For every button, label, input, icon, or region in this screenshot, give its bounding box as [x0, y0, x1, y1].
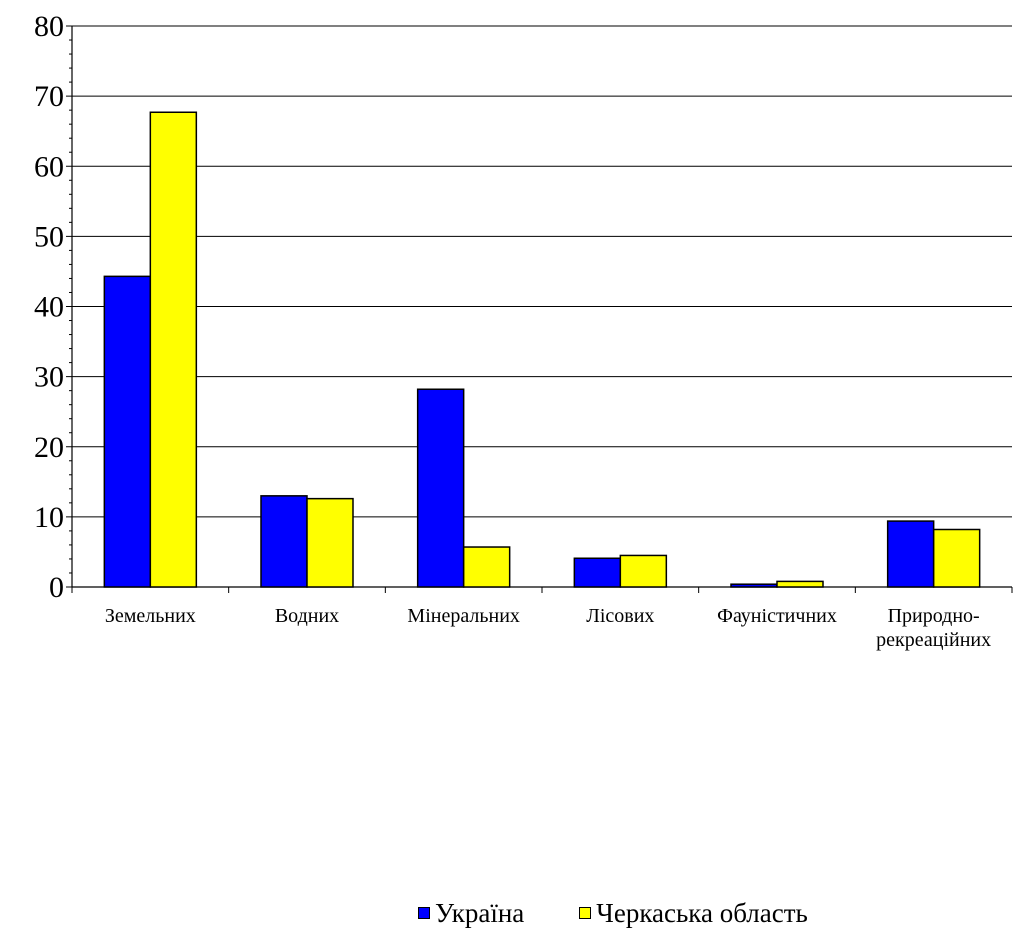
x-tick-label: Лісових [586, 605, 654, 627]
y-tick-label: 60 [34, 150, 64, 183]
y-tick-label: 80 [34, 10, 64, 43]
y-tick-label: 10 [34, 501, 64, 534]
bar-cherkasy-1 [306, 497, 354, 588]
y-tick-label: 50 [34, 220, 64, 253]
bar-cherkasy-2 [462, 546, 511, 588]
legend-label-ukraine: Україна [435, 897, 525, 928]
bar-ukraine-0 [103, 275, 152, 588]
y-axis: 0 10 20 30 40 50 60 70 80 [34, 10, 73, 604]
bar-cherkasy-3 [619, 554, 668, 588]
bar-cherkasy-4 [776, 580, 824, 588]
legend-swatch-ukraine [418, 907, 430, 919]
legend-item-cherkasy: Черкаська область [579, 898, 808, 929]
bar-chart: 0 10 20 30 40 50 60 70 80 Земельних Водних Мінерал… [34, 10, 1013, 651]
bar-cherkasy-5 [932, 528, 981, 588]
bar-ukraine-2 [416, 388, 465, 588]
y-tick-label: 40 [34, 291, 64, 324]
bar-ukraine-5 [886, 520, 935, 588]
y-tick-label: 70 [34, 80, 64, 113]
x-axis: Земельних Водних Мінеральних Лісових Фауніст… [71, 586, 1013, 651]
bars [103, 111, 981, 588]
y-tick-label: 30 [34, 361, 64, 394]
x-tick-label: Природно-рекреаційних [876, 605, 991, 651]
legend: Україна Черкаська область [418, 898, 808, 928]
y-tick-label: 20 [34, 431, 64, 464]
legend-item-ukraine: Україна [418, 898, 524, 929]
bar-cherkasy-0 [149, 111, 198, 588]
legend-label-cherkasy: Черкаська область [596, 897, 808, 928]
x-tick-label: Земельних [105, 605, 196, 627]
bar-ukraine-1 [260, 495, 308, 588]
y-tick-label: 0 [49, 571, 64, 604]
bar-ukraine-4 [730, 583, 778, 588]
legend-swatch-cherkasy [579, 907, 592, 919]
gridlines [72, 25, 1012, 518]
x-tick-label: Водних [275, 605, 339, 627]
bar-ukraine-3 [573, 557, 622, 588]
x-tick-label: Фауністичних [717, 605, 837, 627]
x-tick-label: Мінеральних [407, 605, 519, 627]
